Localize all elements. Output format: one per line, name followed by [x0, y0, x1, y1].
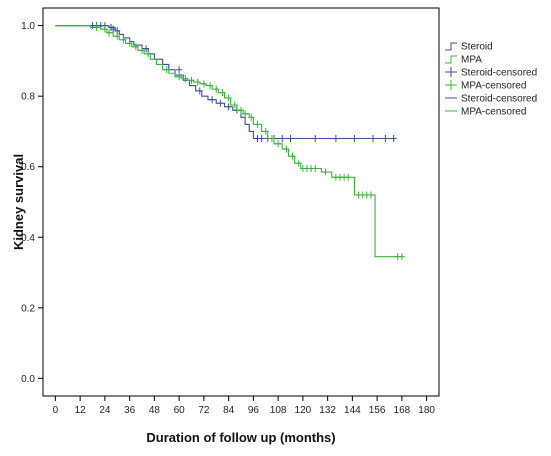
series-mpa: [55, 23, 405, 261]
censor-mark-mpa: [254, 120, 261, 128]
x-tick-label: 84: [223, 405, 235, 416]
legend-symbol: [445, 80, 457, 90]
censor-mark-steroid: [196, 87, 203, 95]
censor-mark-mpa: [283, 145, 290, 153]
legend-label: MPA: [461, 55, 482, 66]
censor-mark-steroid: [110, 25, 117, 33]
y-tick-label: 1.0: [21, 21, 35, 32]
y-tick-label: 0.2: [21, 303, 35, 314]
y-tick-label: 0.8: [21, 92, 35, 103]
censor-mark-mpa: [312, 164, 319, 172]
censor-mark-mpa: [289, 152, 296, 160]
censor-mark-mpa: [213, 85, 220, 93]
legend-label: MPA-censored: [461, 107, 526, 118]
x-tick-label: 144: [344, 405, 361, 416]
legend-symbol: [445, 67, 457, 77]
censor-mark-mpa: [114, 32, 121, 40]
censor-mark-mpa: [93, 23, 100, 31]
censor-mark-steroid: [279, 135, 286, 143]
x-tick-label: 48: [149, 405, 161, 416]
y-axis-title: Kidney survival: [11, 154, 26, 250]
x-tick-label: 132: [319, 405, 336, 416]
censor-mark-mpa: [345, 173, 352, 181]
censor-mark-mpa: [248, 113, 255, 121]
legend-label: Steroid: [461, 42, 493, 53]
legend-label: Steroid-censored: [461, 68, 537, 79]
x-tick-label: 168: [394, 405, 411, 416]
censor-mark-mpa: [238, 106, 244, 114]
legend-item: Steroid-censored: [445, 67, 537, 79]
y-axis: 0.0 0.2 0.4 0.6 0.8 1.0: [21, 21, 43, 385]
censor-mark-steroid: [225, 103, 232, 111]
x-tick-label: 24: [99, 405, 111, 416]
censor-mark-steroid: [332, 135, 339, 143]
y-tick-label: 0.4: [21, 233, 35, 244]
x-axis-title: Duration of follow up (months): [146, 430, 335, 445]
censor-mark-mpa: [268, 135, 275, 143]
legend-item: MPA-censored: [445, 107, 526, 118]
censor-mark-mpa: [398, 253, 405, 261]
x-tick-label: 60: [174, 405, 186, 416]
censor-mark-mpa: [207, 82, 214, 90]
legend-item: MPA-censored: [445, 80, 526, 92]
x-tick-label: 96: [248, 405, 260, 416]
censor-mark-mpa: [200, 80, 207, 88]
censor-mark-steroid: [209, 96, 216, 104]
y-tick-label: 0.0: [21, 374, 35, 385]
x-tick-label: 180: [418, 405, 435, 416]
x-tick-label: 36: [124, 405, 136, 416]
x-axis: 0 12 24 36 48 60 72 84 96 108 120 132 144 156 168 180: [53, 396, 435, 416]
y-tick-label: 0.6: [21, 162, 35, 173]
legend-symbol: [445, 55, 457, 64]
legend: Steroid MPA Steroid-censored MPA-censored St…: [445, 42, 537, 118]
legend-label: Steroid-censored: [461, 94, 537, 105]
censor-mark-mpa: [295, 159, 302, 167]
censor-mark-steroid: [217, 99, 224, 107]
censor-mark-steroid: [312, 135, 319, 143]
legend-label: MPA-censored: [461, 81, 526, 92]
censor-mark-mpa: [176, 73, 183, 81]
censor-mark-steroid: [370, 135, 376, 143]
censor-mark-mpa: [188, 76, 195, 84]
censor-mark-mpa: [242, 110, 249, 118]
x-tick-label: 108: [270, 405, 287, 416]
legend-item: Steroid-censored: [445, 94, 537, 105]
censor-mark-mpa: [225, 94, 232, 102]
censor-mark-mpa: [231, 101, 238, 109]
x-tick-label: 12: [75, 405, 87, 416]
x-tick-label: 72: [198, 405, 210, 416]
legend-symbol: [445, 42, 457, 51]
censor-mark-steroid: [351, 135, 358, 143]
legend-item: Steroid: [445, 42, 493, 53]
censor-mark-mpa: [275, 140, 282, 148]
series-layer: [55, 22, 405, 261]
censor-mark-mpa: [163, 66, 170, 74]
censor-mark-mpa: [120, 36, 127, 44]
legend-item: MPA: [445, 55, 482, 66]
censor-mark-steroid: [143, 45, 150, 53]
censor-mark-mpa: [126, 39, 133, 47]
x-tick-label: 156: [369, 405, 386, 416]
censor-mark-mpa: [322, 168, 329, 176]
censor-mark-steroid: [258, 135, 265, 143]
x-tick-label: 120: [295, 405, 312, 416]
censor-mark-steroid: [287, 135, 294, 143]
censor-mark-steroid: [382, 135, 389, 143]
censor-mark-mpa: [194, 78, 201, 86]
censor-mark-mpa: [182, 75, 189, 83]
censor-mark-mpa: [101, 25, 108, 33]
censor-mark-mpa: [262, 127, 269, 135]
plot-area: [42, 7, 440, 397]
censor-mark-mpa: [139, 46, 145, 54]
censor-mark-mpa: [219, 89, 226, 97]
censor-mark-mpa: [106, 29, 112, 37]
x-tick-label: 0: [53, 405, 59, 416]
censor-mark-steroid: [176, 66, 183, 74]
censor-mark-steroid: [390, 135, 397, 143]
censor-mark-mpa: [367, 191, 374, 199]
censor-mark-mpa: [145, 50, 152, 58]
censor-mark-mpa: [132, 43, 139, 51]
